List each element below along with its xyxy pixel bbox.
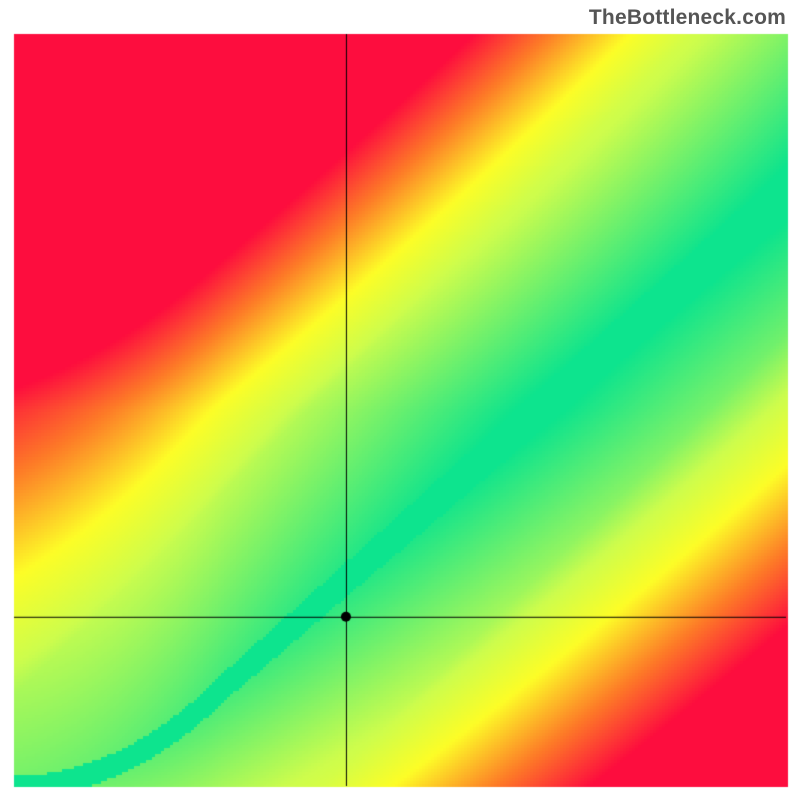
bottleneck-heatmap [0,0,800,800]
chart-container: TheBottleneck.com [0,0,800,800]
watermark-text: TheBottleneck.com [589,6,786,30]
